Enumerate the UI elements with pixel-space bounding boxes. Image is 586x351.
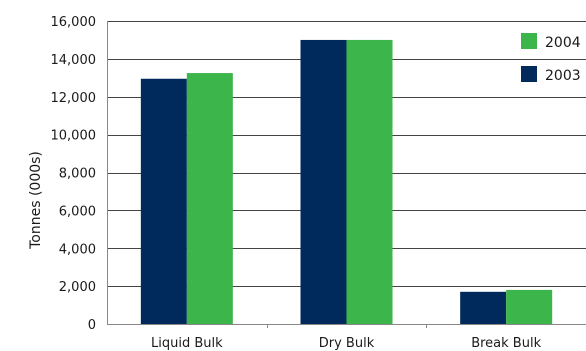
bar-2003-liquid-bulk (140, 78, 187, 325)
legend-label-2004: 2004 (545, 35, 581, 51)
bar-2004-break-bulk (506, 289, 553, 324)
legend-swatch-2004 (521, 33, 537, 49)
legend-label-2003: 2003 (545, 68, 581, 84)
bar-2004-dry-bulk (346, 39, 393, 324)
legend: 2004 2003 (521, 33, 581, 84)
y-tick-label: 2,000 (59, 280, 96, 295)
y-tick-label: 4,000 (59, 242, 96, 257)
bar-2003-dry-bulk (300, 39, 347, 324)
x-tick-label: Dry Bulk (319, 336, 375, 351)
x-tick-label: Liquid Bulk (151, 336, 223, 351)
y-tick-label: 6,000 (59, 204, 96, 219)
x-tick-label: Break Bulk (471, 336, 541, 351)
y-tick-label: 8,000 (59, 167, 96, 182)
legend-swatch-2003 (521, 66, 537, 82)
bar-2003-break-bulk (460, 291, 507, 324)
axes (107, 21, 586, 328)
bars (140, 39, 553, 325)
y-axis-title: Tonnes (000s) (28, 151, 44, 250)
y-tick-label: 14,000 (51, 53, 97, 68)
tick-labels: 0 2,000 4,000 6,000 8,000 10,000 12,000 14,000 1… (51, 15, 542, 351)
y-tick-label: 0 (88, 318, 96, 333)
y-tick-label: 16,000 (51, 15, 97, 30)
bar-2004-liquid-bulk (186, 73, 233, 324)
y-tick-label: 10,000 (51, 129, 97, 144)
y-tick-label: 12,000 (51, 91, 97, 106)
